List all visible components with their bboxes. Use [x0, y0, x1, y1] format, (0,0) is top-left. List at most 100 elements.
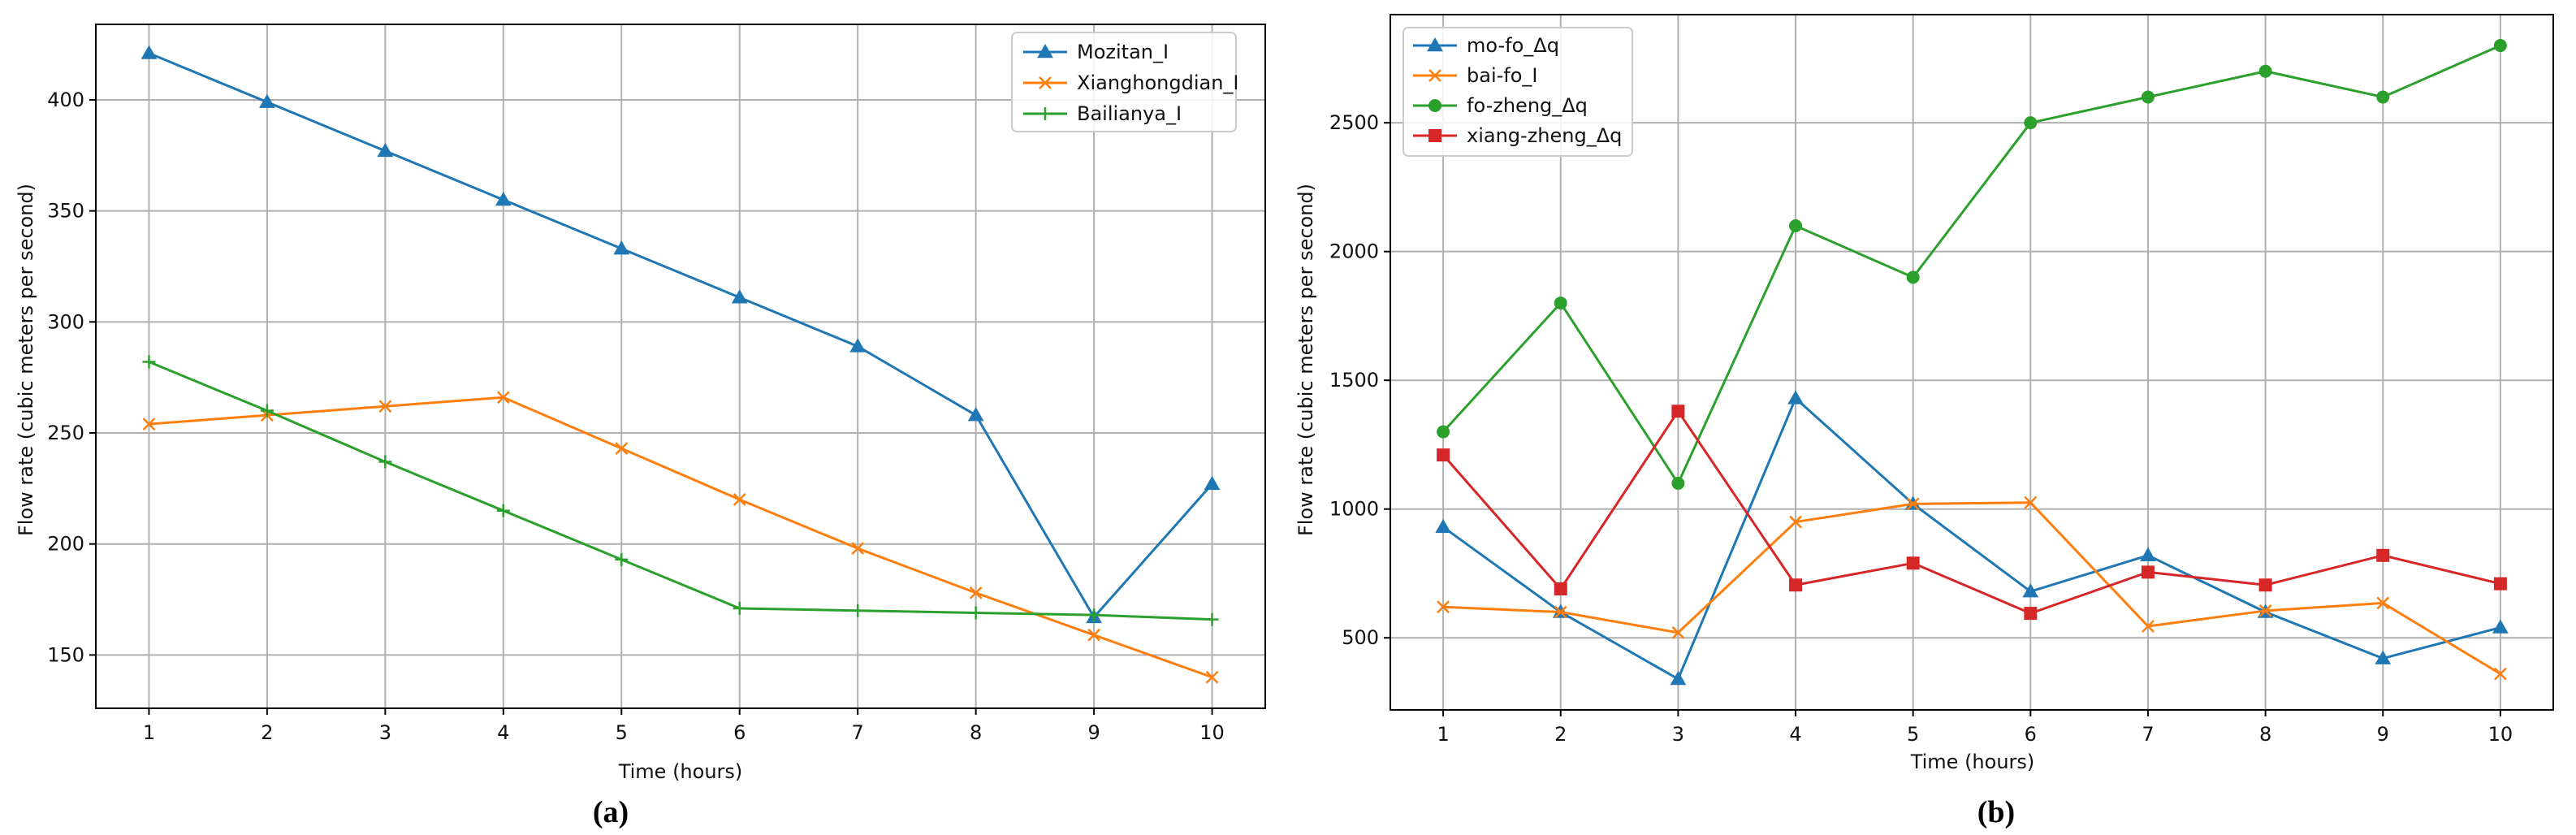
data-point-xiang-zheng-q	[1554, 582, 1567, 595]
data-point-mozitan-i	[377, 142, 394, 158]
legend-entry-xianghongdian	[1023, 76, 1067, 89]
series-bai-fo-i	[1437, 495, 2507, 681]
data-point-bailianya-i	[260, 404, 274, 418]
series-fo-zheng-q	[1437, 39, 2507, 491]
y-tick-label-a: 200	[47, 533, 84, 556]
data-point-mozitan-i	[259, 93, 275, 108]
legend-a: Mozitan_I Xianghongdian_I Bailianya_I	[1011, 32, 1239, 132]
data-point-mo-fo-q	[1670, 670, 1687, 686]
series-line-bailianya-i	[148, 361, 1212, 621]
data-point-xianghongdian-i	[969, 586, 983, 599]
data-point-mozitan-i	[967, 407, 984, 422]
x-tick-label-a: 4	[497, 721, 509, 744]
legend-marker-mozitan-i	[1037, 43, 1053, 58]
data-point-mo-fo-q	[1787, 390, 1804, 405]
data-point-mozitan-i	[849, 338, 867, 353]
y-tick-label-a: 250	[47, 422, 84, 444]
legend-marker-bai-fo-i	[1428, 69, 1441, 82]
data-point-mo-fo-q	[2492, 619, 2509, 634]
data-point-xiang-zheng-q	[1789, 578, 1803, 592]
data-point-xianghongdian-i	[378, 400, 392, 413]
data-point-bai-fo-i	[2494, 667, 2507, 681]
legend-entry-mozitan	[1023, 43, 1067, 58]
x-tick-label-a: 6	[733, 721, 746, 744]
legend-b: mo-fo_Δq bai-fo_I fo-zheng_Δq xiang-zhen…	[1403, 27, 1633, 157]
x-tick-label-b: 6	[2025, 723, 2037, 746]
data-point-xianghongdian-i	[142, 418, 156, 430]
legend-marker-bailianya-i	[1039, 107, 1052, 120]
data-point-mozitan-i	[1204, 475, 1221, 491]
data-point-bai-fo-i	[2376, 596, 2390, 610]
data-point-bai-fo-i	[1554, 605, 1567, 619]
legend-entry-mo-fo	[1413, 37, 1457, 52]
data-point-bai-fo-i	[2142, 620, 2155, 633]
x-tick-label-a: 2	[261, 721, 273, 744]
legend-marker-mo-fo-q	[1427, 37, 1443, 52]
y-tick-label-a: 150	[47, 643, 84, 666]
data-point-bailianya-i	[615, 552, 629, 566]
axes-background-a	[96, 24, 1265, 708]
data-point-bai-fo-i	[2258, 604, 2272, 617]
x-tick-label-b: 2	[1554, 723, 1567, 746]
data-point-xiang-zheng-q	[1671, 405, 1685, 418]
data-point-xianghongdian-i	[733, 493, 746, 506]
data-point-bai-fo-i	[1906, 497, 1920, 511]
panel-b: 1 2 3 4 5 6 7 8 9 10 500 1000 1500 2000 2500 Time (hou…	[1294, 14, 2554, 829]
data-point-fo-zheng-q	[2024, 116, 2038, 130]
x-tick-label-a: 7	[852, 721, 864, 744]
data-point-xianghongdian-i	[1087, 628, 1100, 642]
data-point-mozitan-i	[140, 45, 158, 59]
legend-label-xiang-zheng: xiang-zheng_Δq	[1467, 124, 1622, 147]
data-point-xiang-zheng-q	[2141, 565, 2155, 579]
x-tick-label-b: 7	[2142, 723, 2154, 746]
legend-marker-xianghongdian-i	[1039, 76, 1052, 89]
legend-marker-xiang-zheng-q	[1428, 129, 1441, 142]
data-point-fo-zheng-q	[2376, 90, 2390, 104]
data-point-bailianya-i	[969, 606, 983, 620]
data-point-bailianya-i	[496, 504, 510, 517]
y-tick-label-b: 500	[1342, 626, 1379, 649]
data-point-xianghongdian-i	[496, 391, 510, 405]
legend-label-mozitan: Mozitan_I	[1077, 41, 1169, 63]
data-point-bai-fo-i	[1789, 515, 1802, 529]
y-tick-label-a: 400	[47, 89, 84, 111]
axes-frame-b	[1390, 14, 2554, 711]
data-point-xiang-zheng-q	[2258, 578, 2272, 592]
data-point-xiang-zheng-q	[2024, 607, 2038, 621]
data-point-bai-fo-i	[1437, 600, 1450, 614]
data-point-xiang-zheng-q	[1437, 448, 1450, 462]
data-point-bailianya-i	[851, 604, 865, 617]
panel-a: 1 2 3 4 5 6 7 8 9 10 150 200 250 300 350 400 Time (hour…	[15, 24, 1266, 829]
series-xiang-zheng-q	[1437, 405, 2507, 621]
series-line-bai-fo-i	[1443, 501, 2501, 675]
data-point-fo-zheng-q	[2493, 39, 2507, 53]
data-point-xiang-zheng-q	[1906, 556, 1920, 570]
x-tick-label-b: 1	[1437, 723, 1449, 746]
x-tick-label-a: 3	[379, 721, 391, 744]
series-line-xiang-zheng-q	[1441, 409, 2501, 615]
data-point-fo-zheng-q	[1671, 477, 1685, 491]
y-tick-label-b: 2500	[1329, 111, 1379, 134]
series-bailianya-i	[142, 355, 1219, 626]
caption-a: (a)	[593, 795, 629, 829]
plot-area-a: 1 2 3 4 5 6 7 8 9 10 150 200 250 300 350 400	[47, 24, 1266, 744]
data-point-mo-fo-q	[2140, 547, 2156, 562]
x-tick-label-b: 8	[2259, 723, 2271, 746]
data-point-mozitan-i	[731, 289, 748, 304]
legend-label-xianghongdian: Xianghongdian_I	[1077, 71, 1239, 94]
data-point-fo-zheng-q	[2141, 90, 2155, 104]
y-tick-label-b: 2000	[1329, 240, 1379, 263]
legend-label-mo-fo: mo-fo_Δq	[1467, 34, 1559, 57]
legend-label-bai-fo: bai-fo_I	[1467, 64, 1537, 87]
legend-box-a	[1011, 32, 1237, 132]
x-axis-label-b: Time (hours)	[1910, 751, 2035, 773]
data-point-fo-zheng-q	[1437, 425, 1450, 439]
x-tick-label-b: 9	[2377, 723, 2389, 746]
legend-entry-fo-zheng	[1413, 99, 1457, 112]
caption-b: (b)	[1977, 795, 2015, 829]
x-tick-label-a: 1	[143, 721, 155, 744]
data-point-bai-fo-i	[1671, 626, 1685, 639]
data-point-xiang-zheng-q	[2493, 577, 2507, 591]
data-point-mozitan-i	[495, 191, 512, 206]
